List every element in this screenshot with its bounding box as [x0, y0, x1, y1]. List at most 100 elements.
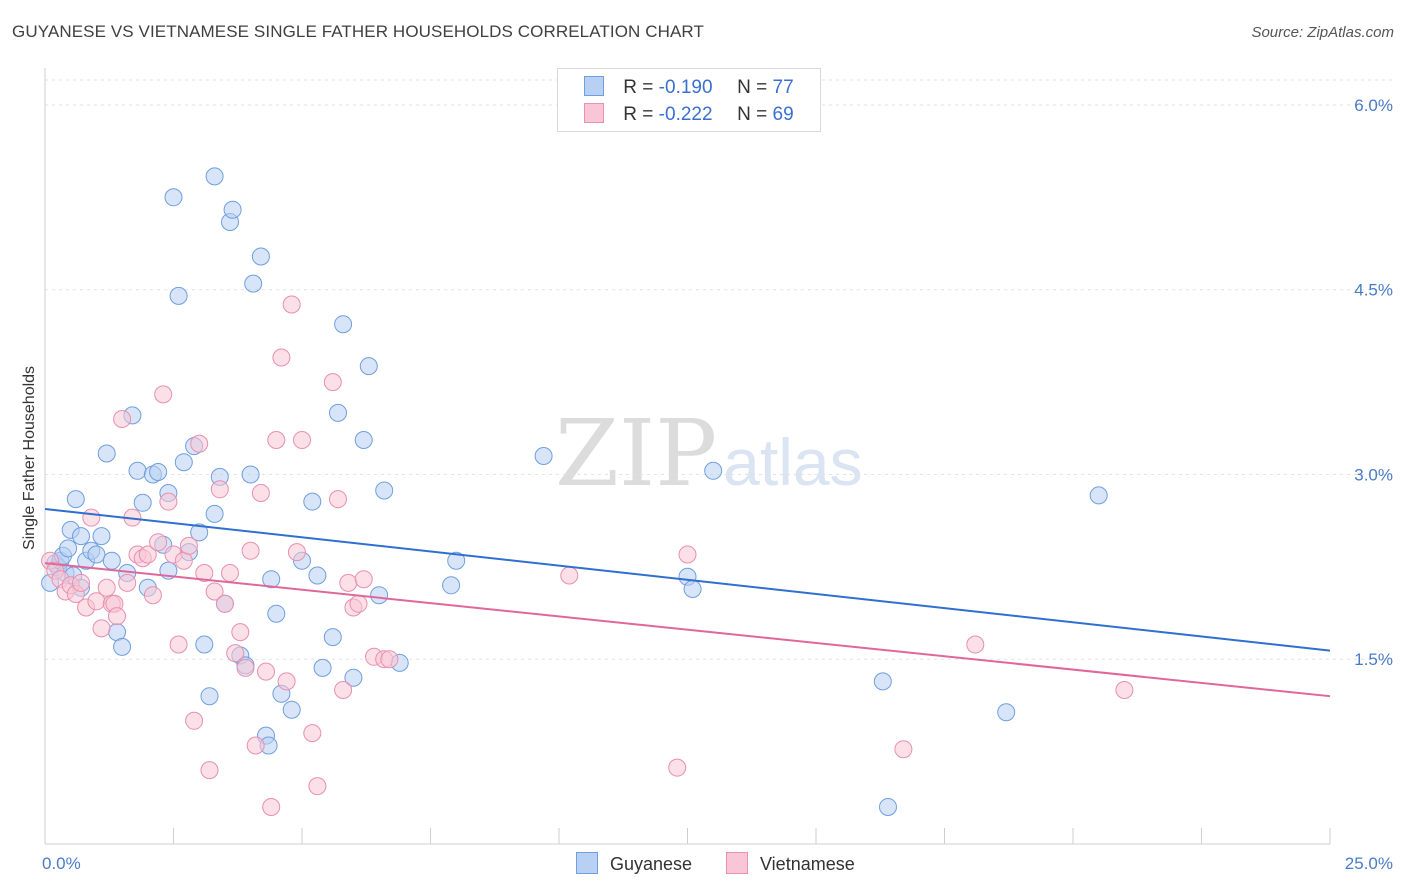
legend-n-label: N =: [737, 104, 768, 125]
chart-source: Source: ZipAtlas.com: [1251, 24, 1394, 41]
point-vietnamese: [287, 543, 306, 562]
bottom-legend-label-guyanese: Guyanese: [610, 854, 693, 874]
watermark-zip: ZIP: [555, 400, 718, 507]
point-vietnamese: [293, 431, 311, 449]
point-guyanese: [323, 628, 342, 647]
point-vietnamese: [113, 410, 132, 428]
point-vietnamese: [185, 711, 204, 730]
point-vietnamese: [159, 492, 178, 511]
point-vietnamese: [339, 573, 358, 592]
point-guyanese: [1089, 486, 1108, 505]
point-vietnamese: [308, 777, 327, 796]
point-guyanese: [128, 461, 147, 480]
point-vietnamese: [97, 578, 116, 597]
point-guyanese: [303, 492, 322, 511]
point-guyanese: [534, 447, 553, 465]
point-vietnamese: [277, 672, 296, 691]
point-guyanese: [873, 672, 892, 691]
point-vietnamese: [92, 619, 111, 638]
point-vietnamese: [118, 573, 137, 592]
point-vietnamese: [267, 431, 286, 449]
point-guyanese: [282, 700, 301, 719]
point-vietnamese: [668, 758, 687, 777]
point-vietnamese: [323, 373, 342, 392]
point-vietnamese: [272, 348, 291, 367]
point-guyanese: [329, 403, 347, 422]
point-guyanese: [205, 167, 224, 186]
point-vietnamese: [215, 594, 234, 613]
point-vietnamese: [200, 761, 219, 780]
point-guyanese: [66, 490, 85, 509]
legend-n-label: N =: [737, 77, 768, 98]
point-vietnamese: [143, 586, 162, 605]
point-vietnamese: [205, 582, 224, 601]
point-vietnamese: [82, 508, 101, 527]
point-guyanese: [683, 580, 702, 598]
legend-r-value-vietnamese: -0.222: [658, 104, 713, 125]
point-vietnamese: [72, 573, 90, 592]
point-vietnamese: [262, 798, 281, 816]
legend-n-value-vietnamese: 69: [772, 104, 794, 125]
bottom-legend-label-vietnamese: Vietnamese: [760, 854, 855, 874]
axes: [44, 68, 1331, 845]
legend-r-value-guyanese: -0.190: [658, 77, 713, 98]
trend-line-vietnamese: [44, 562, 1331, 698]
legend: R = -0.190 N = 77 R = -0.222 N = 69: [557, 68, 821, 132]
point-vietnamese: [108, 607, 126, 626]
legend-row-guyanese: R = -0.190 N = 77: [584, 76, 794, 98]
point-guyanese: [113, 637, 132, 656]
point-guyanese: [241, 465, 260, 484]
point-guyanese: [190, 523, 209, 542]
tick-labels: 1.5% 3.0% 4.5% 6.0% 0.0% 25.0%: [42, 96, 1393, 873]
point-vietnamese: [329, 490, 347, 509]
grid-lines: [45, 79, 1392, 660]
point-guyanese: [92, 527, 111, 546]
point-vietnamese: [154, 385, 173, 404]
watermark-atlas: atlas: [723, 425, 863, 499]
point-vietnamese: [231, 623, 250, 642]
point-vietnamese: [678, 545, 697, 564]
point-vietnamese: [257, 662, 275, 681]
point-vietnamese: [894, 740, 913, 759]
bottom-legend-swatch-guyanese: [576, 852, 598, 874]
point-guyanese: [72, 527, 90, 546]
point-guyanese: [244, 274, 263, 293]
point-guyanese: [174, 453, 193, 472]
bottom-legend-vietnamese: Vietnamese: [726, 852, 855, 875]
point-guyanese: [164, 188, 183, 207]
legend-n-value-guyanese: 77: [772, 77, 794, 98]
point-guyanese: [704, 461, 723, 480]
point-guyanese: [267, 604, 286, 623]
point-vietnamese: [179, 536, 198, 555]
point-vietnamese: [349, 594, 368, 613]
point-guyanese: [308, 566, 327, 585]
watermark: ZIPatlas: [555, 400, 863, 507]
series-vietnamese-points: [41, 295, 1134, 816]
y-tick-label: 6.0%: [1354, 96, 1393, 115]
point-guyanese: [87, 545, 106, 564]
point-guyanese: [442, 576, 461, 595]
point-vietnamese: [169, 635, 188, 654]
legend-row-vietnamese: R = -0.222 N = 69: [584, 103, 794, 125]
legend-r-label: R =: [623, 104, 654, 125]
point-vietnamese: [380, 650, 399, 669]
point-guyanese: [354, 431, 373, 449]
point-guyanese: [59, 539, 78, 558]
point-guyanese: [205, 504, 224, 523]
x-tick-label-max: 25.0%: [1345, 854, 1393, 873]
point-vietnamese: [282, 295, 301, 314]
point-guyanese: [169, 286, 188, 305]
point-guyanese: [879, 798, 897, 816]
point-vietnamese: [195, 564, 214, 582]
point-vietnamese: [138, 545, 157, 564]
trend-line-guyanese: [44, 507, 1331, 652]
point-guyanese: [133, 493, 152, 512]
point-vietnamese: [251, 484, 270, 502]
bottom-legend-guyanese: Guyanese: [576, 852, 692, 875]
point-guyanese: [223, 200, 242, 219]
legend-r-label: R =: [623, 77, 654, 98]
point-vietnamese: [1115, 681, 1134, 699]
legend-swatch-guyanese: [584, 76, 604, 96]
bottom-legend-swatch-vietnamese: [726, 852, 748, 874]
